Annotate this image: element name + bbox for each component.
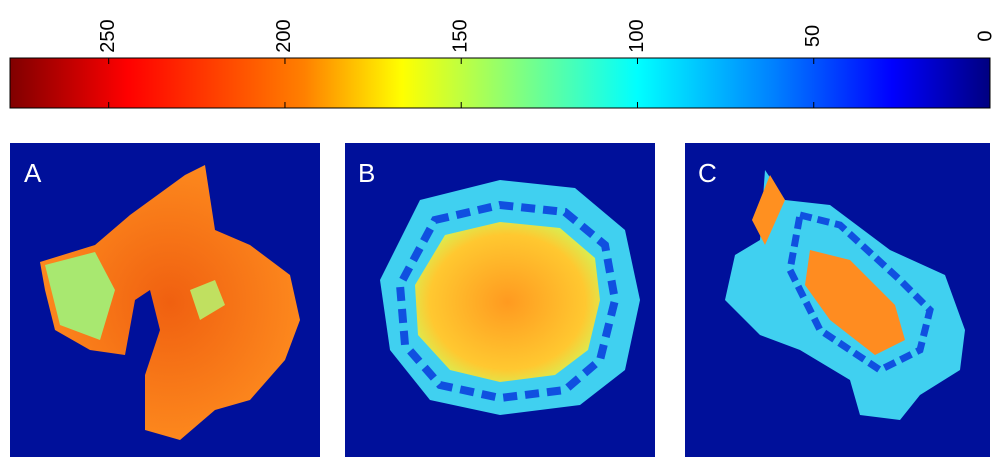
- tick-label: 50: [802, 25, 824, 47]
- tick-label: 250: [97, 19, 119, 52]
- panel-c: C: [685, 143, 990, 457]
- tick-label: 200: [273, 19, 295, 52]
- tick-label: 150: [450, 19, 472, 52]
- tick-label: 100: [626, 19, 648, 52]
- tick-label: 0: [974, 30, 994, 41]
- colorbar: [9, 57, 991, 109]
- panel-label: C: [698, 158, 717, 188]
- panel-label: B: [358, 158, 375, 188]
- colorbar-ticks: 250 200 150 100 50 0: [97, 19, 994, 108]
- panel-a: A: [10, 143, 320, 457]
- panel-b: B: [345, 143, 655, 457]
- panel-label: A: [24, 158, 42, 188]
